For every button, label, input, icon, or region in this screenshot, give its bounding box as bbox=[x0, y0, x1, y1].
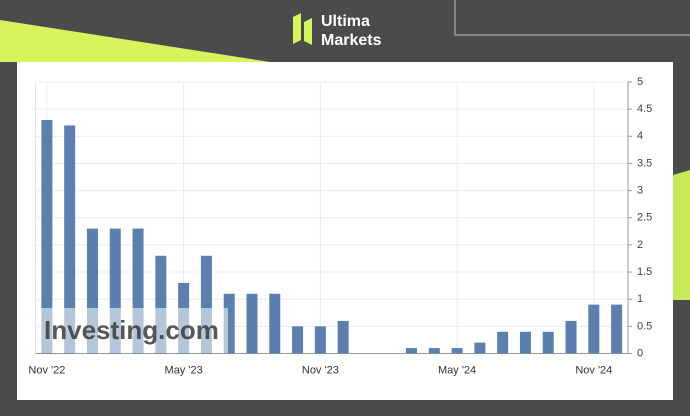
bar bbox=[428, 348, 440, 354]
bar bbox=[86, 228, 98, 354]
bar bbox=[451, 348, 463, 354]
bar bbox=[269, 293, 281, 354]
bar bbox=[611, 304, 623, 354]
y-tick-label: 1.5 bbox=[637, 266, 652, 278]
bar bbox=[474, 342, 486, 354]
accent-band-right bbox=[673, 170, 690, 300]
y-tick-label: 3.5 bbox=[637, 157, 652, 169]
bar bbox=[132, 228, 144, 354]
bar bbox=[155, 255, 167, 354]
bar bbox=[41, 120, 53, 354]
watermark: Investing.com bbox=[44, 315, 219, 345]
y-tick-label: 3 bbox=[637, 185, 643, 197]
x-tick-label: May '24 bbox=[438, 364, 476, 376]
bar bbox=[292, 326, 304, 354]
y-tick-label: 2 bbox=[637, 239, 643, 251]
x-tick-label: May '23 bbox=[165, 364, 203, 376]
y-tick-label: 5 bbox=[637, 76, 643, 88]
y-tick-label: 4 bbox=[637, 130, 643, 142]
logo-mark bbox=[304, 18, 312, 45]
y-tick-label: 0.5 bbox=[637, 320, 652, 332]
deco-line bbox=[454, 0, 690, 36]
logo: Ultima Markets bbox=[293, 13, 382, 49]
bar bbox=[519, 331, 531, 354]
brand-text: Markets bbox=[321, 32, 382, 49]
x-tick-label: Nov '23 bbox=[302, 364, 339, 376]
bar bbox=[200, 255, 212, 354]
bar bbox=[565, 320, 577, 354]
bar bbox=[337, 320, 349, 354]
logo-mark bbox=[293, 13, 301, 44]
y-tick-label: 2.5 bbox=[637, 212, 652, 224]
bar bbox=[109, 228, 121, 354]
bar bbox=[406, 348, 418, 354]
bar bbox=[497, 331, 509, 354]
watermark-bg bbox=[40, 308, 228, 353]
y-tick-label: 1 bbox=[637, 293, 643, 305]
bar bbox=[64, 125, 76, 354]
bar bbox=[246, 293, 258, 354]
chart: 0 0.5 1 1.5 2 2.5 3 3.5 4 4.5 5 Nov '22 May '23 Nov '… bbox=[28, 76, 652, 377]
x-tick-label: Nov '24 bbox=[575, 364, 612, 376]
accent-band bbox=[0, 20, 270, 62]
brand-text: Ultima bbox=[321, 13, 370, 30]
y-tick-label: 0 bbox=[637, 347, 643, 359]
bar bbox=[542, 331, 554, 354]
bar bbox=[588, 304, 600, 354]
x-tick-label: Nov '22 bbox=[28, 364, 65, 376]
bar bbox=[223, 293, 235, 354]
y-tick-label: 4.5 bbox=[637, 103, 652, 115]
bar bbox=[314, 326, 326, 354]
